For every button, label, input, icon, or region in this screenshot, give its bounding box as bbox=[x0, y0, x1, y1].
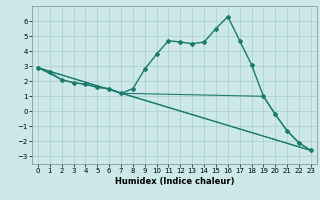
X-axis label: Humidex (Indice chaleur): Humidex (Indice chaleur) bbox=[115, 177, 234, 186]
